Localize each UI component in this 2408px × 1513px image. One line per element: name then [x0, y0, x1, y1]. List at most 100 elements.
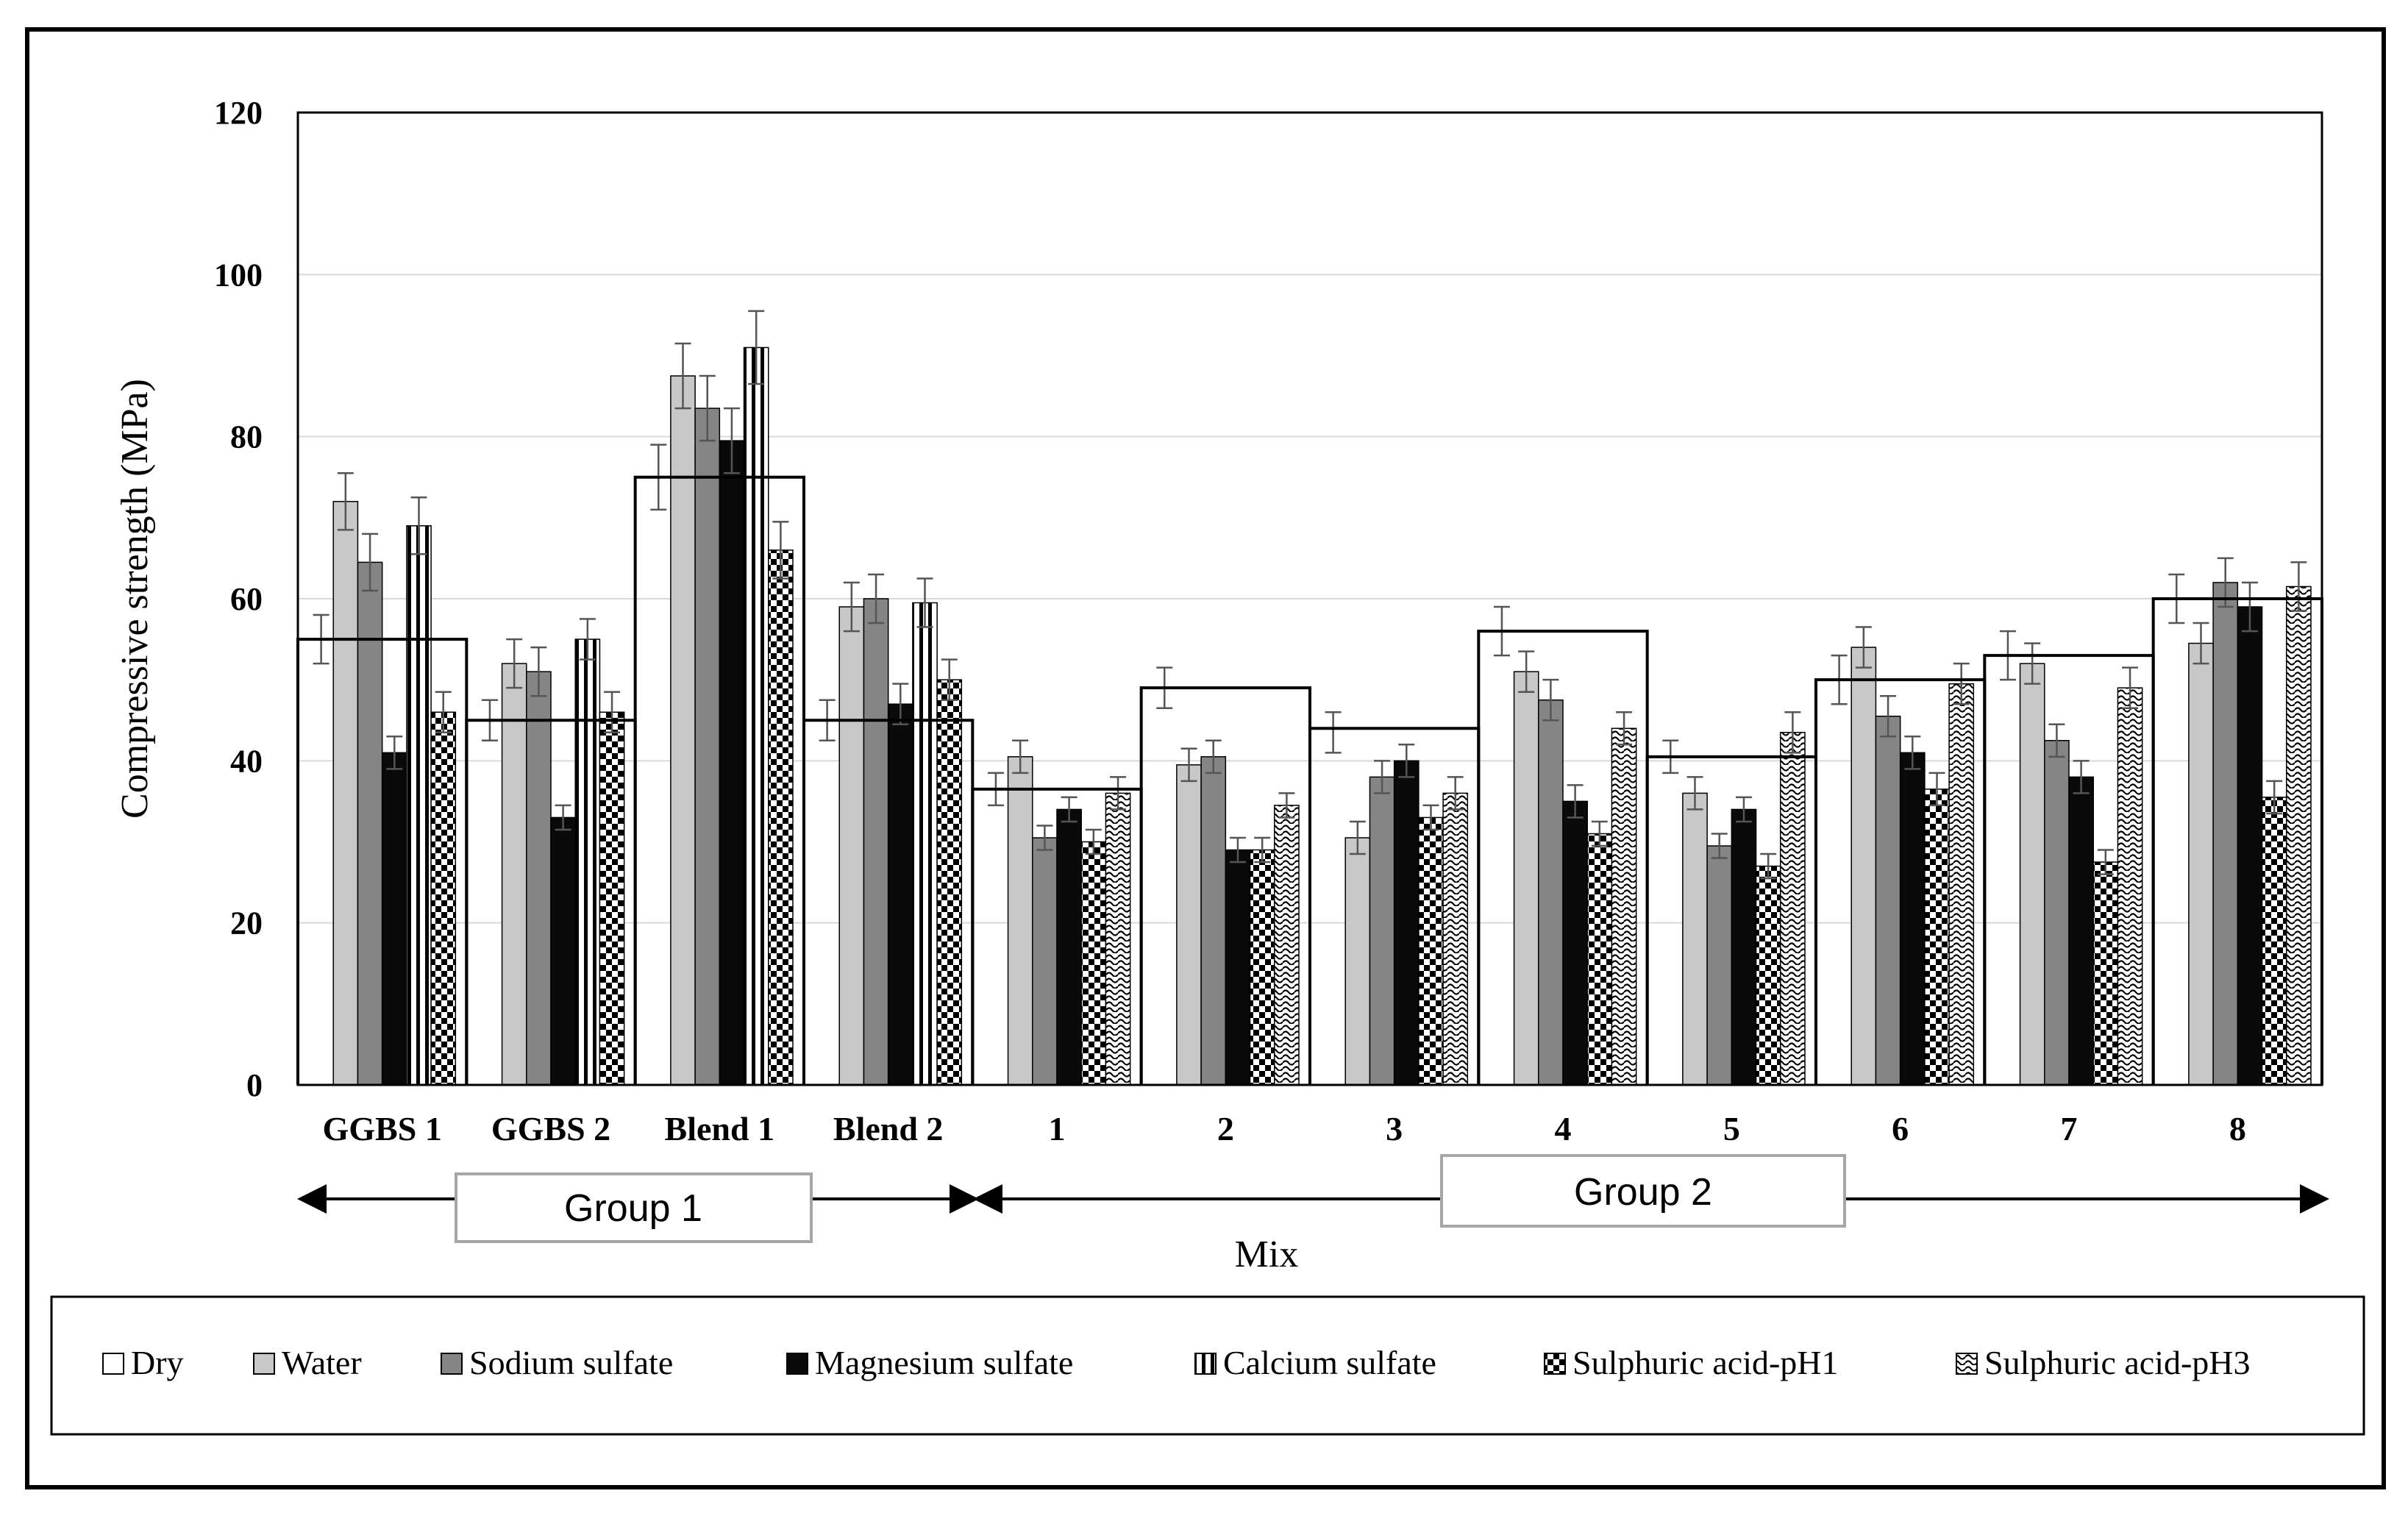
error-bar-sulphuric-acid-ph3-1 [1110, 776, 1127, 811]
x-tick-label-5: 5 [1723, 1110, 1740, 1147]
bar-sulphuric-acid-ph1-2 [1249, 849, 1275, 1086]
group-1-label: Group 1 [564, 1187, 702, 1230]
y-tick-label: 80 [230, 419, 263, 455]
y-tick-label: 40 [230, 743, 263, 779]
category-blend-1 [650, 310, 794, 1086]
bar-calcium-sulfate-ggbs-1 [406, 525, 432, 1086]
x-tick-label-2: 2 [1217, 1110, 1234, 1147]
bar-magnesium-sulfate-2 [1225, 849, 1251, 1086]
legend-label-sulphuric-acid-ph3: Sulphuric acid-pH3 [1984, 1344, 2251, 1381]
bar-water-1 [1007, 756, 1033, 1086]
error-bar-sulphuric-acid-ph1-7 [2097, 849, 2114, 875]
bar-water-5 [1682, 792, 1708, 1086]
bar-sulphuric-acid-ph3-4 [1611, 727, 1637, 1086]
bar-sulphuric-acid-ph1-ggbs-2 [599, 711, 625, 1086]
error-bar-calcium-sulfate-blend-2 [916, 577, 933, 628]
category-8 [2168, 557, 2312, 1086]
group-2-box: Group 2 [1440, 1154, 1846, 1228]
bar-sodium-sulfate-5 [1706, 845, 1733, 1086]
error-bar-water-7 [2024, 642, 2041, 685]
bar-sulphuric-acid-ph3-3 [1442, 792, 1469, 1086]
bar-water-4 [1513, 671, 1539, 1086]
error-bar-calcium-sulfate-blend-1 [748, 310, 765, 385]
bar-magnesium-sulfate-blend-1 [719, 440, 745, 1086]
error-bar-water-8 [2193, 622, 2209, 665]
error-bar-water-blend-1 [674, 342, 691, 410]
y-tick-label: 100 [214, 257, 263, 293]
x-tick-label-blend-1: Blend 1 [665, 1110, 775, 1147]
legend-label-dry: Dry [131, 1344, 184, 1381]
bar-water-ggbs-2 [501, 663, 527, 1086]
legend-item-sulphuric-acid-ph1: Sulphuric acid-pH1 [1544, 1344, 1839, 1381]
error-bar-magnesium-sulfate-3 [1398, 744, 1415, 778]
x-tick-label-ggbs-1: GGBS 1 [323, 1110, 442, 1147]
error-bar-water-4 [1518, 650, 1535, 693]
bar-magnesium-sulfate-ggbs-1 [381, 752, 407, 1086]
error-bar-sulphuric-acid-ph1-ggbs-1 [435, 691, 452, 734]
bar-sulphuric-acid-ph1-blend-2 [936, 679, 963, 1086]
bar-water-7 [2019, 663, 2045, 1086]
error-bar-dry-3 [1325, 711, 1342, 754]
legend-item-sodium-sulfate: Sodium sulfate [441, 1344, 673, 1381]
x-tick-label-3: 3 [1386, 1110, 1403, 1147]
bar-water-3 [1344, 837, 1371, 1086]
bar-sodium-sulfate-7 [2044, 740, 2070, 1086]
legend: Dry Water Sodium sulfate Magnesium sulfate C… [102, 1344, 2251, 1381]
x-tick-label-blend-2: Blend 2 [833, 1110, 944, 1147]
error-bar-sulphuric-acid-ph3-3 [1447, 776, 1464, 811]
legend-label-water: Water [282, 1344, 362, 1381]
error-bar-sulphuric-acid-ph1-6 [1928, 772, 1945, 807]
error-bar-sodium-sulfate-blend-2 [868, 573, 885, 624]
error-bar-sulphuric-acid-ph1-2 [1254, 836, 1271, 864]
bar-water-6 [1850, 647, 1877, 1086]
error-bar-sodium-sulfate-6 [1880, 694, 1897, 738]
bar-sulphuric-acid-ph1-7 [2092, 861, 2119, 1086]
bar-water-2 [1176, 764, 1202, 1086]
plot-area-border [296, 111, 2323, 1086]
error-bar-sulphuric-acid-ph1-ggbs-2 [604, 691, 621, 734]
category-blend-2 [819, 573, 963, 1086]
category-ggbs-1 [313, 471, 457, 1086]
legend-label-calcium-sulfate: Calcium sulfate [1223, 1344, 1436, 1381]
bar-sodium-sulfate-blend-2 [863, 598, 889, 1086]
bar-water-blend-1 [670, 375, 696, 1086]
y-axis-title: Compressive strength (MPa) [114, 379, 156, 819]
error-bar-sulphuric-acid-ph1-3 [1422, 804, 1439, 831]
category-ggbs-2 [481, 618, 625, 1086]
bar-sodium-sulfate-blend-1 [694, 407, 721, 1086]
bar-sulphuric-acid-ph1-blend-1 [768, 549, 794, 1086]
legend-item-sulphuric-acid-ph3: Sulphuric acid-pH3 [1956, 1344, 2251, 1381]
error-bar-magnesium-sulfate-2 [1229, 836, 1246, 864]
bar-sulphuric-acid-ph3-8 [2286, 585, 2312, 1086]
x-axis: GGBS 1 GGBS 2 Blend 1 Blend 2 1 2 3 4 5 6 7 8 [323, 1110, 2246, 1147]
x-tick-label-7: 7 [2061, 1110, 2078, 1147]
bar-sulphuric-acid-ph1-1 [1080, 841, 1107, 1086]
category-5 [1662, 711, 1806, 1086]
error-bar-sodium-sulfate-5 [1711, 833, 1728, 859]
legend-item-water: Water [253, 1344, 362, 1381]
error-bar-magnesium-sulfate-7 [2073, 760, 2090, 794]
legend-swatch-sulphuric-acid-ph1 [1544, 1353, 1566, 1375]
error-bar-water-3 [1349, 820, 1366, 855]
error-bar-sulphuric-acid-ph3-6 [1953, 662, 1970, 705]
error-bar-magnesium-sulfate-ggbs-2 [555, 804, 571, 831]
error-bar-sulphuric-acid-ph3-7 [2122, 666, 2139, 709]
error-bar-sulphuric-acid-ph1-5 [1760, 852, 1777, 880]
bar-sulphuric-acid-ph1-ggbs-1 [430, 711, 457, 1086]
bar-magnesium-sulfate-7 [2068, 776, 2094, 1086]
y-tick-label: 20 [230, 905, 263, 941]
legend-label-sodium-sulfate: Sodium sulfate [469, 1344, 673, 1381]
error-bar-water-ggbs-2 [506, 638, 523, 689]
group-2-label: Group 2 [1574, 1171, 1712, 1214]
error-bar-sodium-sulfate-1 [1036, 825, 1053, 851]
error-bar-calcium-sulfate-ggbs-1 [410, 496, 427, 555]
error-bar-magnesium-sulfate-blend-2 [892, 683, 909, 726]
y-tick-label: 0 [246, 1067, 263, 1103]
error-bar-sulphuric-acid-ph1-blend-1 [772, 521, 789, 580]
x-tick-label-4: 4 [1555, 1110, 1572, 1147]
bar-sodium-sulfate-ggbs-2 [526, 671, 552, 1086]
bar-sodium-sulfate-2 [1200, 756, 1227, 1086]
error-bar-magnesium-sulfate-5 [1735, 796, 1752, 823]
